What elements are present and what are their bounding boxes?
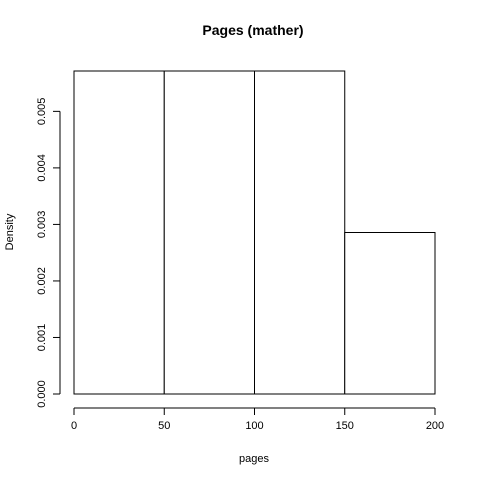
x-axis-label: pages	[239, 453, 269, 465]
x-tick-label-0: 0	[71, 420, 77, 432]
y-tick-label-3: 0.003	[36, 211, 48, 239]
y-axis-label: Density	[4, 213, 16, 250]
y-tick-label-0: 0.000	[36, 380, 48, 408]
histogram-bar-3	[344, 232, 436, 395]
x-axis-ticks: 0 50 100 150 200	[71, 408, 444, 432]
y-axis: 0.000 0.001 0.002 0.003 0.004 0.005	[36, 98, 61, 408]
x-tick-label-1: 50	[158, 420, 170, 432]
y-axis-ticks: 0.000 0.001 0.002 0.003 0.004 0.005	[36, 98, 60, 408]
histogram-bar-2	[254, 70, 346, 395]
x-tick-label-3: 150	[336, 420, 354, 432]
x-axis: 0 50 100 150 200	[71, 407, 444, 432]
y-tick-label-5: 0.005	[36, 98, 48, 126]
y-tick-label-4: 0.004	[36, 154, 48, 182]
histogram-bar-0	[73, 70, 165, 395]
y-tick-label-2: 0.002	[36, 267, 48, 295]
x-tick-label-4: 200	[426, 420, 444, 432]
y-tick-label-1: 0.001	[36, 324, 48, 352]
histogram-bar-1	[163, 70, 255, 395]
chart-title: Pages (mather)	[202, 22, 303, 38]
x-tick-label-2: 100	[245, 420, 263, 432]
histogram-bars	[73, 70, 436, 395]
